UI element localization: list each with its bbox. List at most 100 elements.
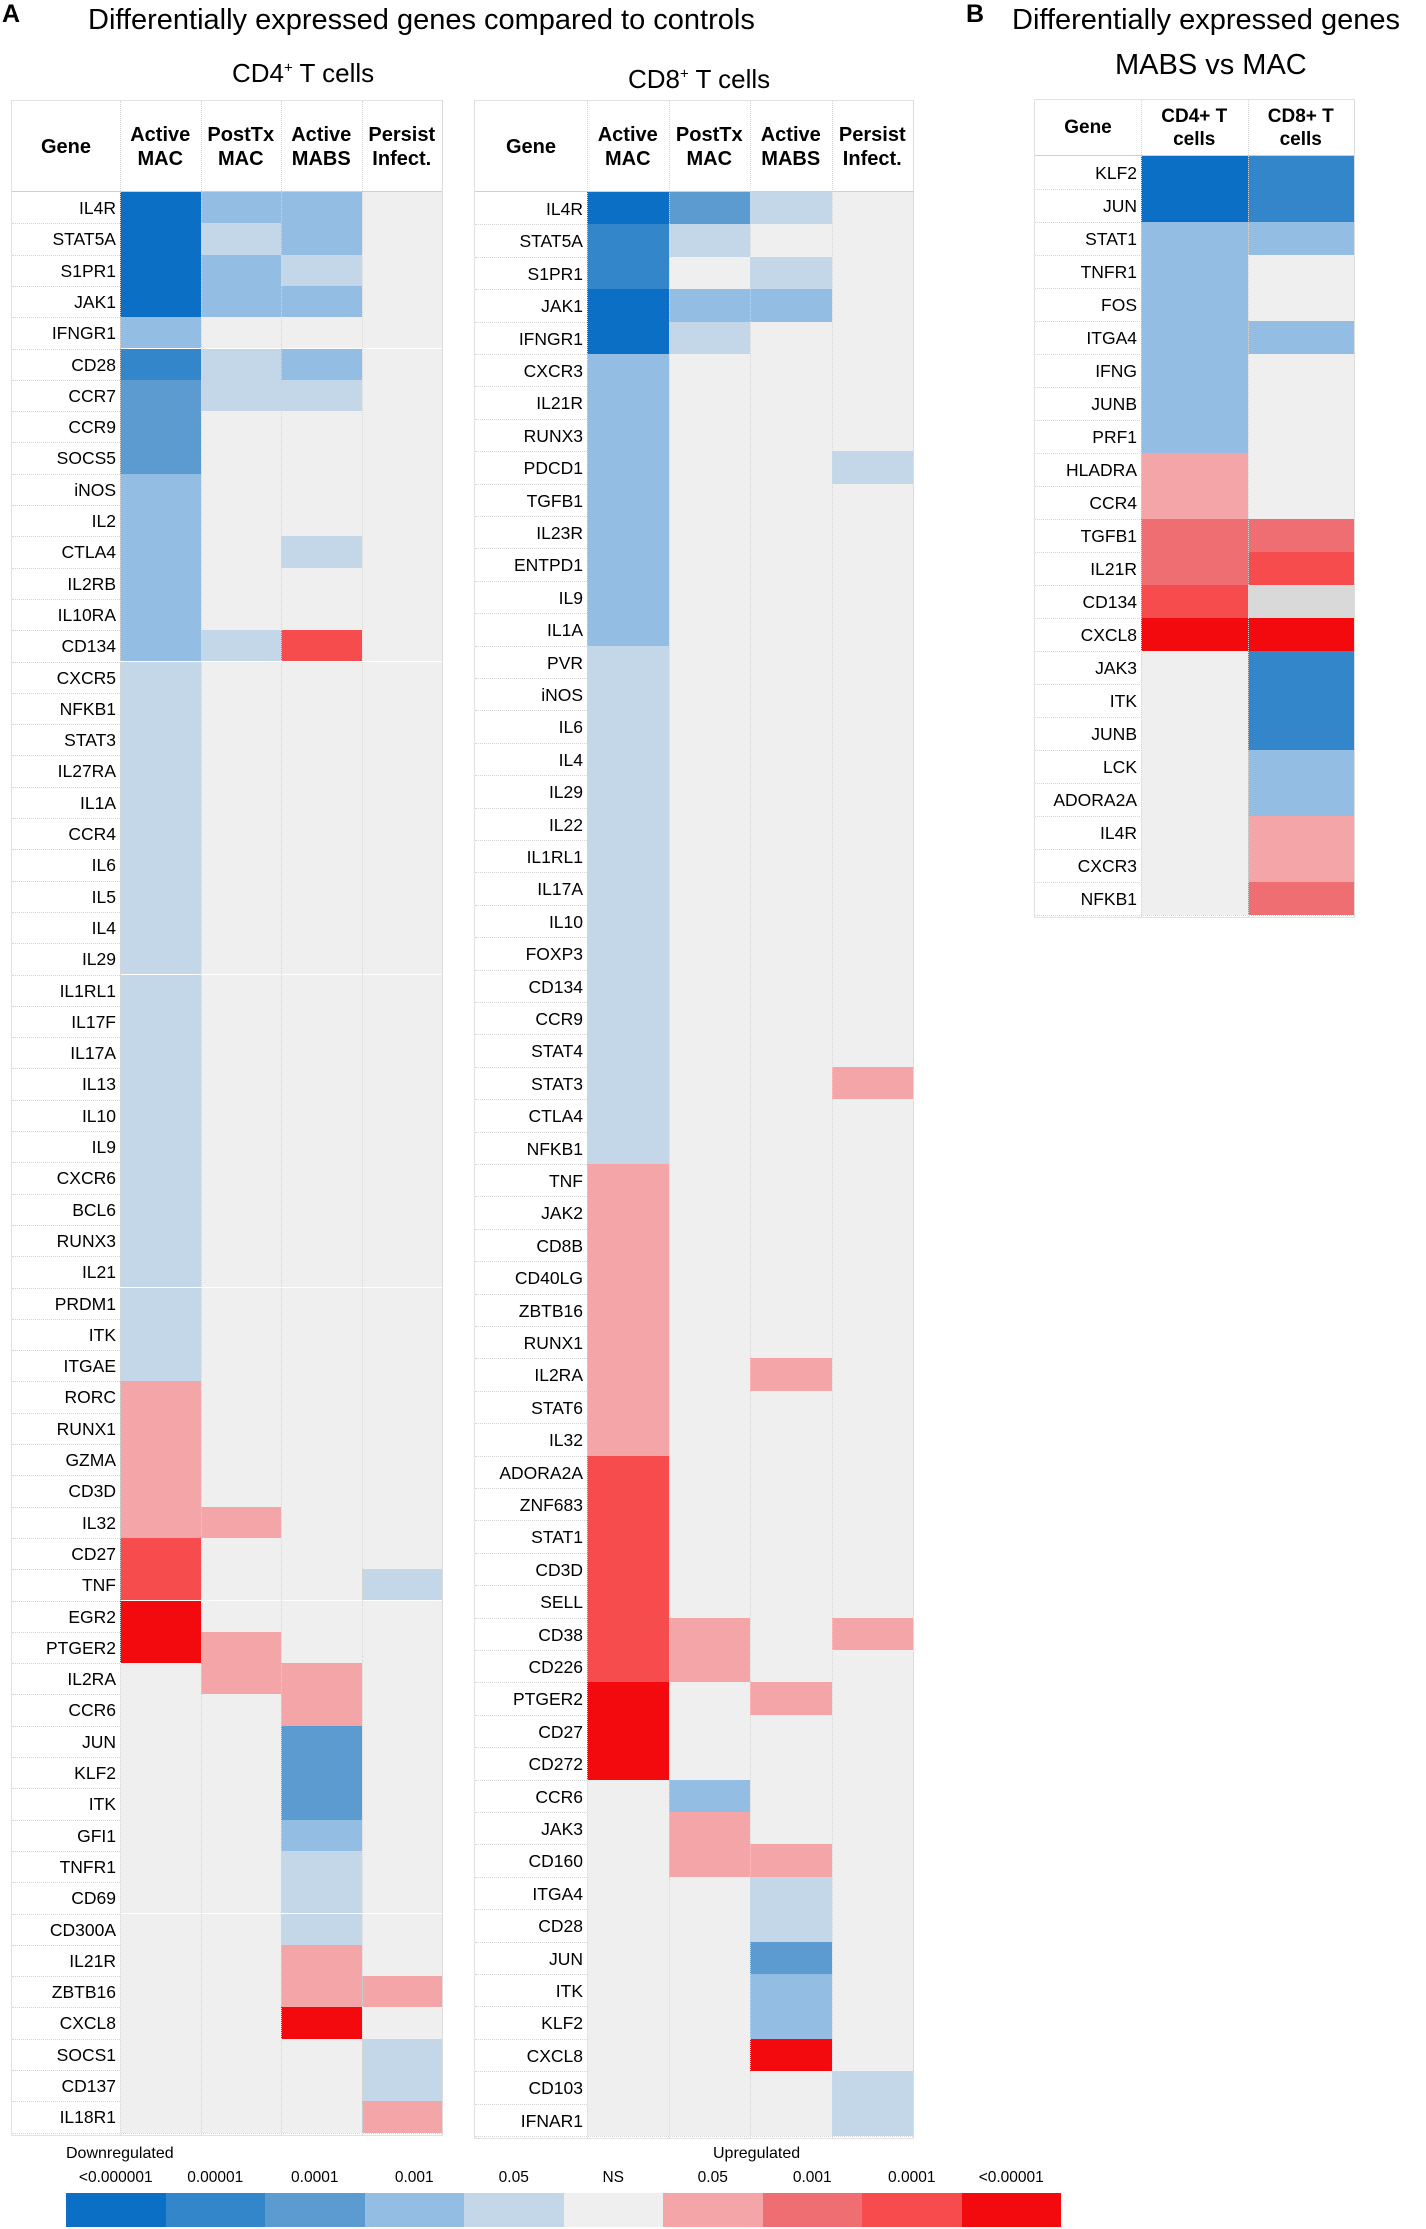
legend-swatch	[66, 2193, 166, 2227]
heatmap-cell	[668, 483, 750, 516]
heatmap-cell	[361, 1537, 442, 1570]
heatmap-cell	[120, 1506, 201, 1538]
legend-swatch	[364, 2193, 464, 2227]
heatmap-cell	[361, 1663, 442, 1695]
gene-label: SOCS5	[56, 448, 116, 469]
heatmap-cell	[1247, 717, 1354, 750]
heatmap-cell	[361, 880, 442, 912]
heatmap-cell	[120, 317, 201, 349]
heatmap-cell	[120, 2070, 201, 2102]
heatmap-cell	[361, 1694, 442, 1726]
heatmap-cell	[120, 223, 201, 255]
heatmap-cell	[750, 2103, 832, 2136]
heatmap-cell	[831, 904, 913, 938]
heatmap-cell	[750, 1682, 832, 1715]
heatmap-cell	[587, 1941, 669, 1974]
gene-label: IL32	[81, 1512, 116, 1533]
heatmap-cell	[1141, 453, 1248, 486]
heatmap-cell	[750, 1293, 832, 1326]
column-gridline	[1141, 100, 1142, 917]
heatmap-cell	[668, 678, 750, 711]
heatmap-cell	[587, 2071, 669, 2104]
gene-label: IL21R	[69, 1950, 116, 1971]
heatmap-cell	[200, 911, 281, 944]
legend-swatch	[961, 2193, 1061, 2227]
cd8-subtitle: CD8+ T cells	[628, 64, 771, 94]
gene-label: IL13	[81, 1074, 116, 1095]
heatmap-cell	[281, 473, 362, 505]
heatmap-cell	[587, 1909, 669, 1942]
heatmap-cell	[361, 536, 442, 568]
heatmap-cell	[281, 1162, 362, 1194]
heatmap-cell	[281, 1788, 362, 1820]
header-divider	[1035, 155, 1354, 156]
heatmap-cell	[361, 755, 442, 787]
heatmap-cell	[668, 1034, 750, 1067]
heatmap-cell	[120, 285, 201, 318]
gene-label: PRDM1	[54, 1293, 116, 1314]
heatmap-cell	[750, 1617, 832, 1650]
heatmap-cell	[200, 192, 281, 224]
heatmap-cell	[668, 1455, 750, 1488]
heatmap-cell	[1247, 288, 1354, 321]
heatmap-cell	[1247, 618, 1354, 651]
heatmap-cell	[120, 192, 201, 224]
heatmap-cell	[281, 661, 362, 693]
legend-level-label: 0.0001	[291, 2169, 339, 2186]
heatmap-cell	[1247, 189, 1354, 222]
heatmap-cell	[200, 1131, 281, 1163]
gene-label: CCR7	[68, 385, 116, 406]
cd4-subtitle: CD4+ T cells	[232, 58, 375, 88]
heatmap-cell	[281, 536, 362, 568]
gene-label: KLF2	[1095, 163, 1137, 183]
heatmap-cell	[200, 1037, 281, 1069]
heatmap-cell	[750, 1941, 832, 1974]
heatmap-cell	[668, 613, 750, 646]
heatmap-cell	[361, 379, 442, 412]
gene-label: HLADRA	[1066, 460, 1137, 480]
gene-label: IL6	[91, 855, 116, 876]
gene-label: RUNX3	[523, 425, 583, 446]
heatmap-cell	[587, 386, 669, 419]
gene-label: ITK	[555, 1981, 583, 2001]
heatmap-cell	[831, 1423, 913, 1456]
heatmap-cell	[831, 451, 913, 484]
heatmap-cell	[587, 1812, 669, 1845]
heatmap-cell	[587, 1002, 669, 1035]
heatmap-cell	[281, 818, 362, 850]
heatmap-cell	[361, 473, 442, 505]
heatmap-cell	[668, 224, 750, 257]
heatmap-cell	[831, 613, 913, 646]
heatmap-cell	[281, 1913, 362, 1945]
heatmap-cell	[120, 2101, 201, 2133]
heatmap-cell	[587, 1585, 669, 1618]
gene-label: IL9	[91, 1137, 116, 1157]
heatmap-cell	[831, 354, 913, 387]
heatmap-cell	[120, 1819, 201, 1851]
legend-level-label: 0.05	[498, 2169, 529, 2186]
gene-label: IFNG	[1095, 361, 1137, 381]
heatmap-cell	[587, 451, 669, 484]
heatmap-cell	[200, 1913, 281, 1945]
heatmap-cell	[750, 516, 832, 549]
column-gridline	[200, 101, 202, 2135]
heatmap-cell	[361, 818, 442, 850]
heatmap-cell	[200, 1444, 281, 1476]
heatmap-cell	[668, 1488, 750, 1521]
gene-label: IL29	[548, 782, 583, 803]
heatmap-cell	[361, 724, 442, 756]
heatmap-cell	[750, 1228, 832, 1262]
heatmap-cell	[587, 256, 669, 290]
heatmap-cell	[200, 1506, 281, 1538]
heatmap-cell	[120, 1913, 201, 1945]
heatmap-cell	[281, 911, 362, 944]
heatmap-cell	[281, 1725, 362, 1757]
heatmap-cell	[120, 1131, 201, 1163]
heatmap-cell	[831, 1617, 913, 1650]
legend-swatch	[563, 2193, 663, 2227]
heatmap-cell	[831, 548, 913, 581]
heatmap-cell	[831, 1293, 913, 1326]
gene-label: SOCS1	[56, 2044, 116, 2065]
gene-label: iNOS	[74, 479, 116, 500]
heatmap-cell	[587, 289, 669, 322]
